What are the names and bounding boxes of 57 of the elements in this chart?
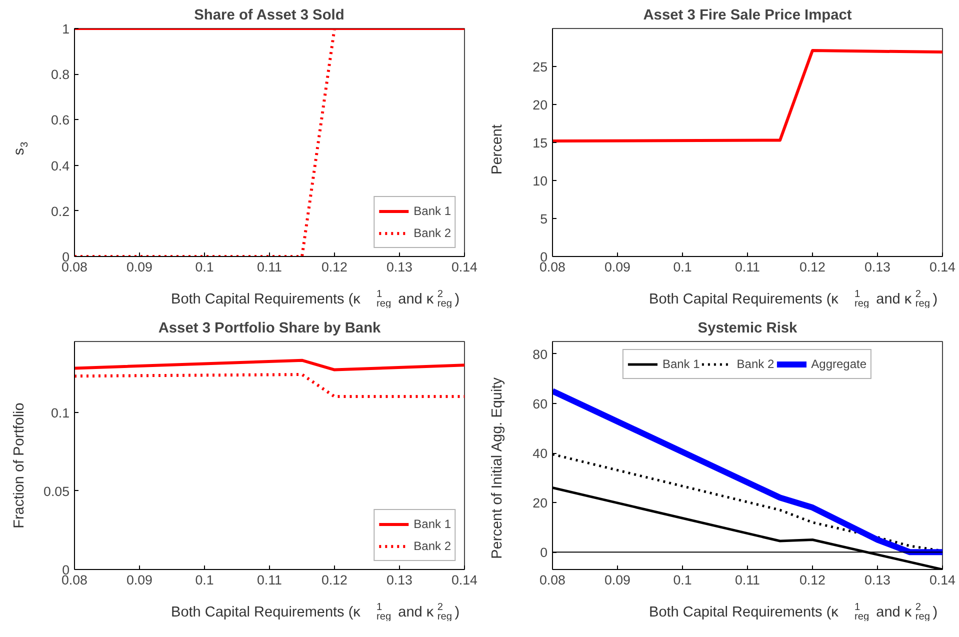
x-tick-label: 0.14 [452,572,478,588]
legend-label: Bank 1 [414,204,451,218]
chart-title: Asset 3 Fire Sale Price Impact [643,8,852,24]
x-tick-label: 0.11 [735,260,760,274]
x-tick-label: 0.12 [800,572,826,588]
y-tick-label: 60 [532,396,548,412]
x-tick-label: 0.09 [126,260,152,274]
legend-label: Bank 1 [662,357,700,371]
y-tick-label: 20 [532,98,548,112]
y-tick-label: 80 [532,346,548,362]
y-axis-title: Fraction of Portfolio [12,402,28,528]
x-tick-label: 0.11 [257,260,282,274]
chart-title: Systemic Risk [698,320,798,336]
y-tick-label: 20 [532,496,548,511]
legend-label: Bank 2 [736,357,774,371]
x-tick-label: 0.12 [800,260,826,274]
x-tick-label: 0.09 [604,572,630,588]
legend-label: Bank 2 [414,226,451,240]
y-tick-label: 0.1 [50,405,70,420]
chart-title: Share of Asset 3 Sold [194,8,344,24]
legend-label: Bank 2 [414,539,451,553]
x-tick-label: 0.12 [322,260,348,274]
x-tick-label: 0.13 [864,260,890,274]
y-tick-label: 0 [540,545,548,560]
x-tick-label: 0.13 [386,260,412,274]
y-tick-label: 0.6 [50,112,70,128]
chart-title: Asset 3 Portfolio Share by Bank [158,320,382,336]
y-axis-title: Percent [490,124,506,174]
y-tick-label: 5 [540,212,548,226]
y-tick-label: 40 [532,446,548,462]
x-tick-label: 0.1 [673,260,692,274]
y-tick-label: 0.2 [50,204,70,219]
y-tick-label: 15 [532,136,548,150]
x-tick-label: 0.08 [540,572,566,588]
y-tick-label: 0.4 [50,158,70,174]
x-tick-label: 0.1 [195,260,214,274]
x-tick-label: 0.11 [735,572,760,588]
y-tick-label: 25 [532,60,548,74]
x-tick-label: 0.09 [126,572,152,588]
x-tick-label: 0.14 [930,260,956,274]
x-tick-label: 0.11 [257,572,282,588]
x-tick-label: 0.14 [930,572,956,588]
legend-label: Aggregate [811,357,867,371]
y-tick-label: 10 [532,174,548,188]
x-tick-label: 0.1 [673,572,692,588]
x-tick-label: 0.14 [452,260,478,274]
x-tick-label: 0.13 [864,572,890,588]
x-tick-label: 0.1 [195,572,214,588]
x-tick-label: 0.13 [386,572,412,588]
y-tick-label: 0.05 [44,484,70,499]
x-tick-label: 0.12 [322,572,348,588]
y-tick-label: 1 [62,22,70,36]
y-axis-title: s3 [12,141,30,156]
legend-label: Bank 1 [414,517,451,531]
y-tick-label: 0.8 [50,67,70,82]
x-tick-label: 0.09 [604,260,630,274]
y-axis-title: Percent of Initial Agg. Equity [490,376,506,559]
